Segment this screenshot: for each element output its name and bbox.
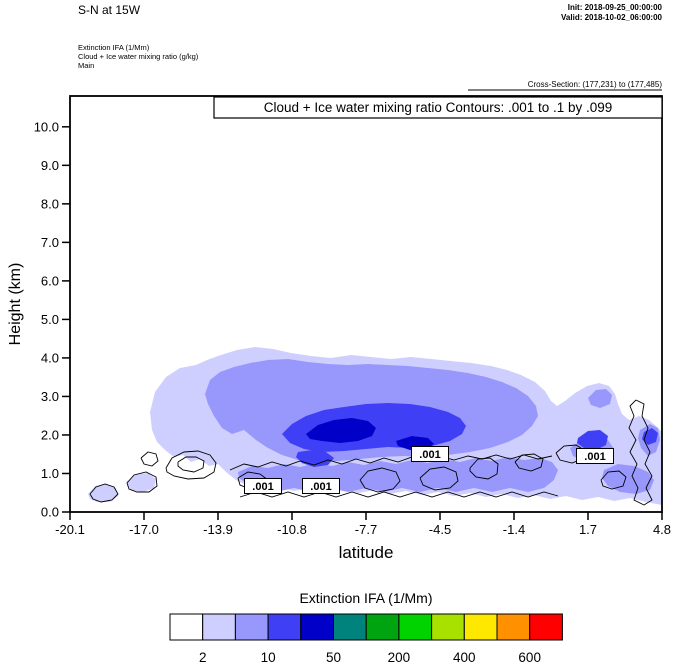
y-tick-label: 4.0 (41, 350, 59, 365)
y-tick-label: 1.0 (41, 466, 59, 481)
y-tick-label: 3.0 (41, 389, 59, 404)
colorbar-cell-3 (267, 613, 302, 641)
axis-ticks-layer: 0.0 1.0 2.0 3.0 4.0 5.0 6.0 7.0 8.0 9.0 10.0 -20.1 -… (34, 119, 671, 537)
contour-line-10 (469, 457, 499, 480)
filled-region-pale-left-patch-1 (88, 484, 118, 502)
x-tick-label: -20.1 (55, 522, 85, 537)
contour-line-0 (89, 483, 119, 503)
contour-lines-layer (89, 399, 653, 506)
filled-regions-layer (88, 347, 662, 505)
filled-region-blue-right-spot (577, 430, 608, 450)
contour-line-6 (239, 491, 559, 498)
contour-line-2 (140, 451, 159, 467)
cross-section-label: Cross-Section: (177,231) to (177,485) (528, 80, 663, 89)
filled-region-medium-right-bump (588, 389, 612, 408)
valid-time-label: Valid: 2018-10-02_06:00:00 (561, 13, 663, 22)
init-time-label: Init: 2018-09-25_00:00:00 (568, 3, 663, 12)
contour-label-text: .001 (584, 451, 605, 463)
colorbar-tick-label: 2 (199, 650, 207, 665)
colorbar-cell-0 (169, 613, 204, 641)
x-tick-label: 1.7 (579, 522, 597, 537)
contour-label-text: .001 (419, 449, 440, 461)
filled-region-blue-far-right-spot (642, 428, 658, 445)
filled-region-dark-core-1 (306, 418, 376, 443)
contour-label-text: .001 (252, 481, 273, 493)
contour-line-9 (419, 466, 459, 491)
colorbar-cell-10 (496, 613, 531, 641)
contour-labels-layer: .001 .001 .001 .001 (244, 446, 614, 494)
x-tick-label: -10.8 (277, 522, 307, 537)
contour-label-text: .001 (310, 481, 331, 493)
colorbar-tick-label: 600 (518, 650, 541, 665)
y-tick-label: 2.0 (41, 427, 59, 442)
contour-line-1 (126, 471, 158, 493)
colorbar-cell-8 (431, 613, 465, 641)
contour-label-box-1 (302, 478, 340, 494)
y-tick-label: 0.0 (41, 505, 59, 520)
field-line-cloud-ice: Cloud + Ice water mixing ratio (g/kg) (78, 52, 199, 61)
colorbar-tick-label: 400 (453, 650, 476, 665)
colorbar-cell-2 (234, 613, 269, 641)
colorbar-cell-9 (463, 613, 498, 641)
contour-info-text: Cloud + Ice water mixing ratio Contours:… (264, 100, 613, 115)
y-tick-label: 6.0 (41, 273, 59, 288)
colorbar-cell-6 (365, 613, 400, 641)
contour-line-13 (600, 470, 627, 490)
contour-label-box-0 (244, 478, 282, 494)
contour-line-8 (359, 467, 401, 493)
y-tick-label: 7.0 (41, 235, 59, 250)
x-tick-label: -1.4 (503, 522, 525, 537)
colorbar-tick-label: 10 (261, 650, 276, 665)
y-axis-title: Height (km) (7, 263, 24, 346)
contour-line-11 (514, 453, 544, 472)
plot-title: S-N at 15W (78, 3, 141, 17)
contour-line-3 (165, 450, 217, 480)
colorbar-tick-label: 50 (326, 650, 341, 665)
contour-line-14 (628, 399, 653, 506)
contour-label-box-3 (576, 448, 614, 464)
contour-line-5 (229, 454, 553, 471)
x-tick-label: -13.9 (203, 522, 233, 537)
colorbar-cell-1 (202, 613, 236, 641)
x-tick-label: 4.8 (653, 522, 671, 537)
contour-line-4 (177, 456, 205, 473)
filled-region-pale-left-patch-2 (126, 473, 156, 492)
field-line-domain: Main (78, 61, 94, 70)
x-tick-label: -17.0 (129, 522, 159, 537)
colorbar-title: Extinction IFA (1/Mm) (299, 590, 432, 606)
colorbar-cell-5 (333, 613, 367, 641)
contour-label-box-2 (411, 446, 449, 462)
y-tick-label: 8.0 (41, 196, 59, 211)
colorbar: 2 10 50 200 400 600 (169, 613, 563, 665)
x-tick-label: -7.7 (355, 522, 377, 537)
colorbar-cell-11 (529, 613, 563, 641)
colorbar-cell-7 (398, 613, 433, 641)
y-tick-label: 10.0 (34, 119, 59, 134)
x-tick-label: -4.5 (429, 522, 451, 537)
y-tick-label: 9.0 (41, 158, 59, 173)
field-line-extinction: Extinction IFA (1/Mm) (78, 43, 150, 52)
y-tick-label: 5.0 (41, 312, 59, 327)
x-axis-title: latitude (339, 543, 394, 562)
colorbar-tick-label: 200 (388, 650, 411, 665)
contour-info-box (213, 96, 663, 119)
colorbar-cell-4 (300, 613, 334, 641)
